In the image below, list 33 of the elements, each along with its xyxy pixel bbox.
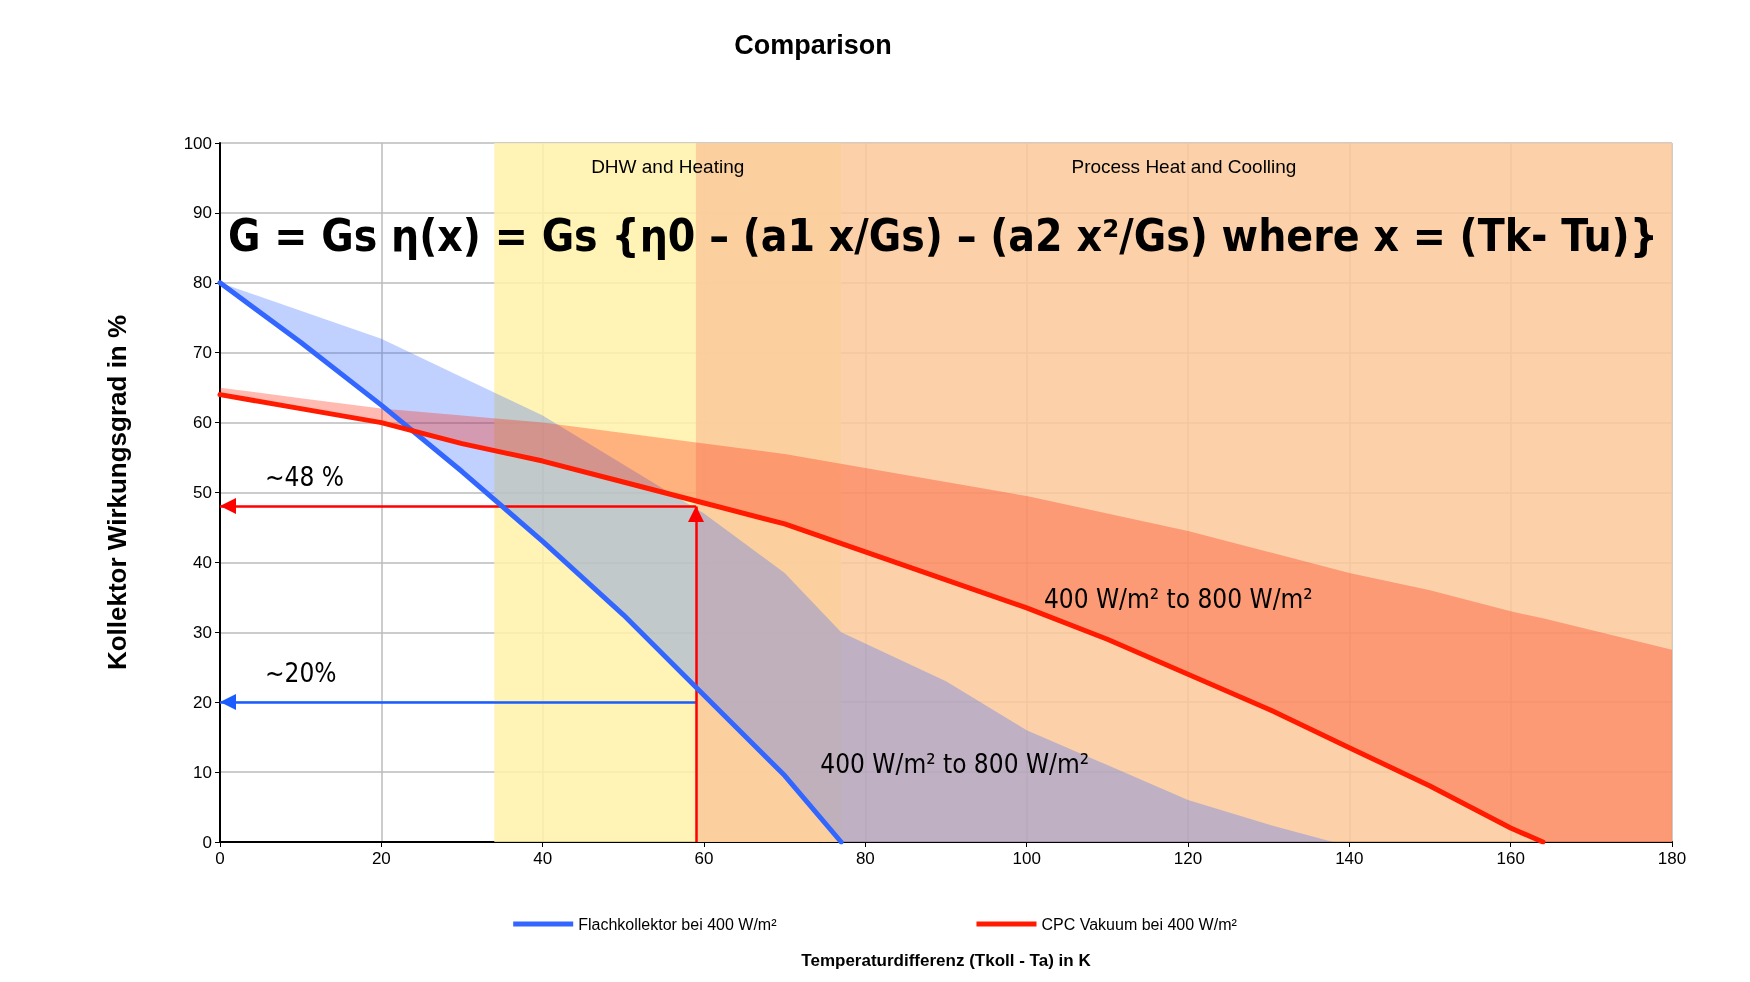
ref-line-label: ~48 %	[265, 462, 345, 493]
x-tick-label: 160	[1496, 849, 1525, 868]
ref-line-label: ~20%	[265, 658, 337, 689]
x-tick-label: 140	[1335, 849, 1364, 868]
y-tick-label: 60	[193, 413, 212, 433]
x-tick-label: 100	[1012, 849, 1041, 868]
y-axis-title: Kollektor Wirkungsgrad in %	[102, 314, 132, 671]
y-tick-label: 0	[202, 832, 212, 852]
y-tick-label: 90	[193, 203, 212, 223]
chart-title: Comparison	[734, 29, 892, 60]
annotation: 400 W/m² to 800 W/m²	[820, 749, 1090, 780]
legend-label: CPC Vakuum bei 400 W/m²	[1041, 915, 1238, 933]
band-label: DHW and Heating	[591, 156, 745, 177]
x-tick-label: 60	[694, 849, 714, 868]
y-tick-label: 70	[193, 343, 212, 363]
band-label: Process Heat and Coolling	[1071, 156, 1297, 177]
y-tick-label: 10	[193, 762, 212, 782]
y-tick-label: 80	[193, 273, 212, 293]
x-tick-label: 80	[855, 849, 875, 868]
annotation: 400 W/m² to 800 W/m²	[1043, 584, 1313, 615]
x-tick-label: 40	[533, 849, 553, 868]
y-tick-label: 30	[193, 622, 212, 642]
y-tick-label: 40	[193, 552, 212, 572]
x-tick-label: 20	[371, 849, 391, 868]
x-axis-title: Temperaturdifferenz (Tkoll - Ta) in K	[801, 951, 1092, 970]
y-tick-label: 50	[193, 483, 212, 502]
y-tick-label: 100	[183, 133, 212, 153]
legend-label: Flachkollektor bei 400 W/m²	[578, 915, 778, 933]
x-tick-label: 180	[1657, 849, 1687, 868]
annotation: G = Gs η(x) = Gs {η0 – (a1 x/Gs) – (a2 x²/Gs) where x = (Tk- Tu)}	[228, 209, 1658, 261]
y-tick-label: 20	[193, 692, 212, 712]
x-tick-label: 0	[215, 849, 225, 868]
x-tick-label: 120	[1173, 849, 1203, 868]
